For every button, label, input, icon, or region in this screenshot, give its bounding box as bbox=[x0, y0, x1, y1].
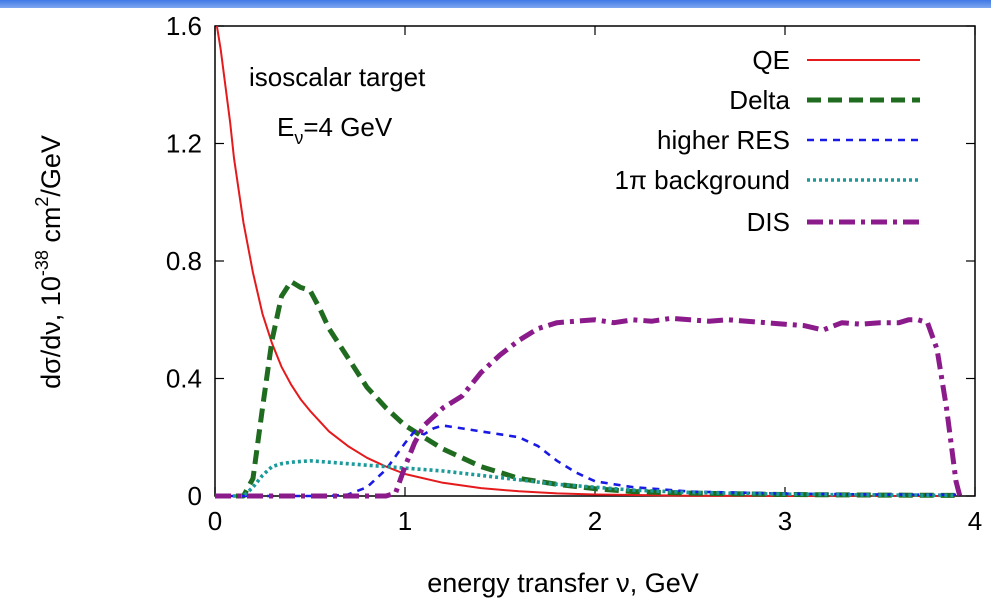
x-tick-label: 0 bbox=[208, 506, 222, 536]
legend-label-dis: DIS bbox=[747, 207, 790, 237]
axis-ticks: 0 1 2 3 4 0 0.4 0.8 1.2 1.6 bbox=[166, 11, 982, 536]
x-axis-title: energy transfer ν, GeV bbox=[427, 568, 699, 598]
series-line-1-background bbox=[215, 458, 957, 498]
y-tick-label: 0 bbox=[188, 481, 202, 511]
legend-label-1-background: 1π background bbox=[615, 165, 791, 195]
plot-border bbox=[214, 25, 976, 497]
x-tick-label: 1 bbox=[398, 506, 412, 536]
series-line-dis bbox=[215, 315, 963, 499]
legend-label-higher-res: higher RES bbox=[657, 125, 790, 155]
legend-label-delta: Delta bbox=[729, 85, 790, 115]
y-tick-label: 1.2 bbox=[166, 129, 202, 159]
legend-label-qe: QE bbox=[752, 45, 790, 75]
series-line-delta bbox=[215, 279, 957, 499]
y-axis-title: dσ/dν, 10-38 cm2/GeV bbox=[32, 135, 66, 389]
series-line-qe bbox=[215, 25, 956, 497]
y-tick-label: 1.6 bbox=[166, 11, 202, 41]
x-tick-label: 2 bbox=[588, 506, 602, 536]
annotation-energy: Eν=4 GeV bbox=[277, 112, 393, 148]
legend: QE Delta higher RES 1π background DIS bbox=[615, 45, 920, 237]
plot-frame bbox=[214, 25, 976, 497]
annotation-target: isoscalar target bbox=[249, 62, 426, 92]
top-banner-bar bbox=[0, 0, 991, 8]
series-line-higher-res bbox=[215, 424, 957, 498]
y-tick-label: 0.4 bbox=[166, 364, 202, 394]
x-tick-label: 4 bbox=[968, 506, 982, 536]
series-curves bbox=[215, 25, 963, 499]
y-tick-label: 0.8 bbox=[166, 246, 202, 276]
x-tick-label: 3 bbox=[778, 506, 792, 536]
